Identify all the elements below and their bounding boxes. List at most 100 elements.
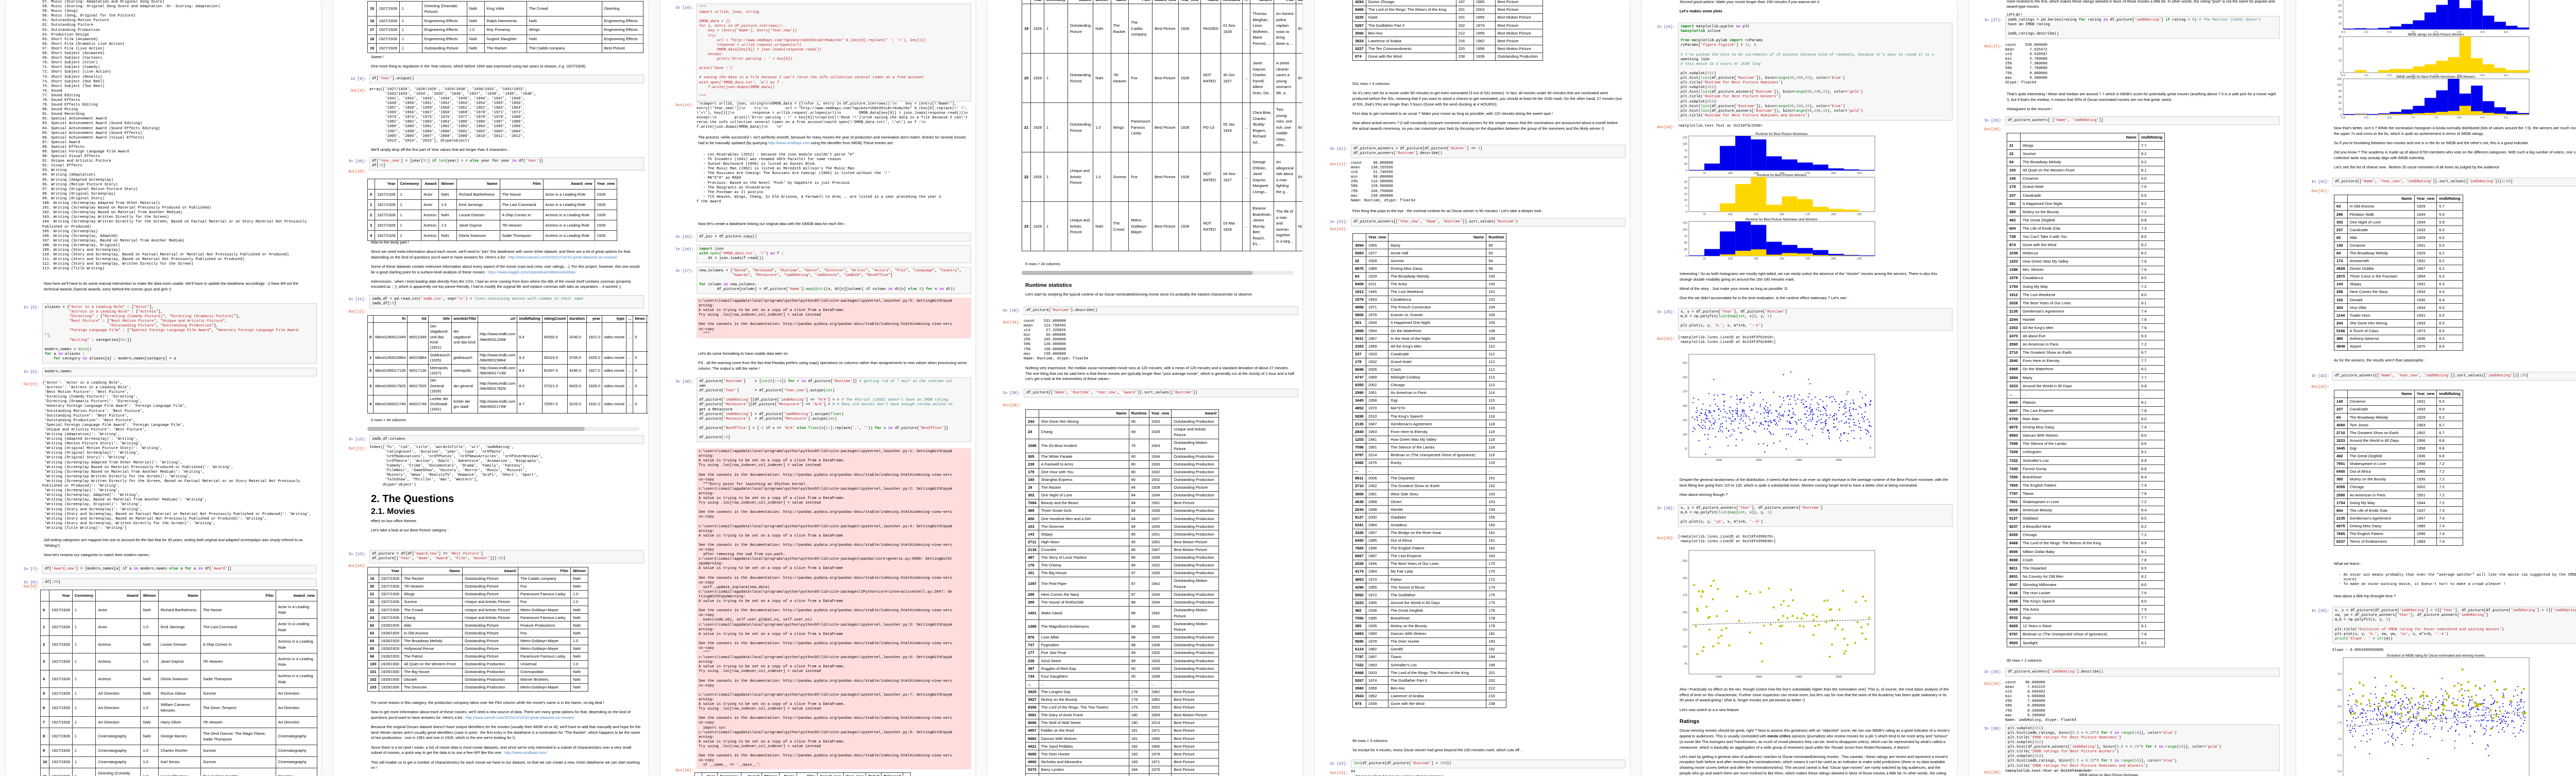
- svg-text:20: 20: [2338, 47, 2342, 50]
- svg-text:8.5: 8.5: [2481, 31, 2485, 34]
- svg-text:7.0: 7.0: [2337, 738, 2342, 741]
- svg-text:60: 60: [2338, 10, 2342, 13]
- svg-text:25: 25: [1684, 248, 1687, 251]
- svg-text:150: 150: [1780, 257, 1784, 261]
- svg-text:150: 150: [1683, 405, 1687, 408]
- svg-text:9.0: 9.0: [2504, 74, 2508, 77]
- svg-text:175: 175: [1683, 390, 1687, 393]
- svg-text:9.0: 9.0: [2337, 672, 2342, 676]
- svg-text:0: 0: [2340, 114, 2342, 117]
- svg-text:175: 175: [1683, 594, 1687, 597]
- svg-text:6.0: 6.0: [2337, 770, 2342, 773]
- svg-text:200: 200: [1831, 213, 1836, 216]
- svg-text:75: 75: [1703, 257, 1706, 261]
- svg-text:8.5: 8.5: [2481, 116, 2485, 119]
- svg-text:75: 75: [1703, 213, 1706, 216]
- svg-text:225: 225: [1683, 362, 1687, 365]
- svg-text:6.0: 6.0: [2364, 74, 2368, 77]
- svg-text:7.5: 7.5: [2434, 74, 2438, 77]
- svg-text:6.0: 6.0: [2364, 31, 2368, 34]
- svg-text:20: 20: [1684, 187, 1687, 190]
- svg-text:75: 75: [1703, 172, 1706, 175]
- svg-text:7.0: 7.0: [2411, 116, 2415, 119]
- svg-text:15: 15: [1684, 193, 1687, 196]
- svg-text:6.0: 6.0: [2364, 116, 2368, 119]
- svg-text:1960: 1960: [1756, 459, 1762, 462]
- svg-text:1960: 1960: [1756, 676, 1762, 679]
- svg-text:40: 40: [2338, 102, 2342, 105]
- svg-text:125: 125: [1754, 172, 1758, 175]
- svg-text:125: 125: [1754, 257, 1758, 261]
- svg-text:225: 225: [1857, 172, 1861, 175]
- svg-text:30: 30: [2338, 36, 2342, 39]
- svg-text:Evolution of IMDB rating for O: Evolution of IMDB rating for Oscar-nomin…: [2387, 654, 2485, 658]
- svg-text:100: 100: [1728, 213, 1733, 216]
- svg-text:6.5: 6.5: [2387, 31, 2392, 34]
- svg-text:7.0: 7.0: [2411, 31, 2415, 34]
- svg-text:6.5: 6.5: [2387, 116, 2392, 119]
- svg-text:175: 175: [1805, 172, 1810, 175]
- svg-text:1980: 1980: [1795, 676, 1802, 679]
- svg-text:60: 60: [2338, 96, 2342, 99]
- svg-text:5: 5: [1686, 204, 1687, 208]
- svg-text:150: 150: [1683, 611, 1687, 614]
- svg-text:IMDB ratings for Best Picture: IMDB ratings for Best Picture Winners: [2408, 33, 2464, 37]
- svg-text:IMDB ratings for Best Picture: IMDB ratings for Best Picture Nominees a…: [2396, 75, 2476, 79]
- svg-text:125: 125: [1683, 136, 1687, 140]
- svg-text:100: 100: [2337, 84, 2342, 87]
- svg-text:100: 100: [1683, 143, 1687, 146]
- svg-text:2000: 2000: [1836, 676, 1842, 679]
- svg-text:IMDB ratings for Best Picture: IMDB ratings for Best Picture Nominees: [2079, 773, 2139, 776]
- svg-text:175: 175: [1805, 213, 1810, 216]
- svg-text:Runtime for Best Picture Nomin: Runtime for Best Picture Nominees and Wi…: [1745, 218, 1818, 221]
- svg-text:7.5: 7.5: [2337, 721, 2342, 725]
- svg-text:20: 20: [2338, 22, 2342, 25]
- svg-text:225: 225: [1683, 560, 1687, 563]
- svg-text:75: 75: [1684, 663, 1687, 666]
- svg-text:8.5: 8.5: [2481, 74, 2485, 77]
- svg-text:100: 100: [2337, 0, 2342, 2]
- svg-text:50: 50: [1684, 156, 1687, 159]
- svg-text:0: 0: [2340, 72, 2342, 75]
- svg-text:125: 125: [1683, 222, 1687, 225]
- svg-text:0: 0: [1686, 211, 1687, 214]
- svg-text:7.0: 7.0: [2411, 74, 2415, 77]
- svg-text:8.0: 8.0: [2337, 705, 2342, 709]
- svg-text:225: 225: [1857, 257, 1861, 261]
- svg-text:125: 125: [1683, 628, 1687, 631]
- svg-text:1940: 1940: [1716, 459, 1722, 462]
- svg-text:80: 80: [2338, 4, 2342, 7]
- svg-text:100: 100: [1728, 257, 1733, 261]
- svg-text:225: 225: [1857, 213, 1861, 216]
- svg-text:8.0: 8.0: [2458, 31, 2462, 34]
- svg-text:200: 200: [1831, 257, 1836, 261]
- svg-text:25: 25: [1684, 163, 1687, 166]
- svg-text:9.0: 9.0: [2504, 31, 2508, 34]
- svg-text:0: 0: [1686, 169, 1687, 173]
- svg-text:200: 200: [1683, 376, 1687, 379]
- svg-text:5.5: 5.5: [2341, 31, 2345, 34]
- svg-text:175: 175: [1805, 257, 1810, 261]
- svg-text:Runtime for Best Picture Winne: Runtime for Best Picture Winners: [1757, 174, 1807, 177]
- svg-text:10: 10: [1684, 199, 1687, 202]
- svg-text:7.5: 7.5: [2434, 31, 2438, 34]
- svg-text:5.5: 5.5: [2341, 74, 2345, 77]
- svg-text:40: 40: [2338, 16, 2342, 20]
- svg-text:6.5: 6.5: [2387, 74, 2392, 77]
- svg-text:125: 125: [1683, 419, 1687, 422]
- svg-text:1980: 1980: [1795, 459, 1802, 462]
- svg-text:200: 200: [1831, 172, 1836, 175]
- svg-text:50: 50: [1684, 242, 1687, 245]
- svg-text:125: 125: [1754, 213, 1758, 216]
- svg-text:75: 75: [1684, 235, 1687, 238]
- svg-text:150: 150: [1780, 213, 1784, 216]
- svg-text:100: 100: [1683, 646, 1687, 649]
- svg-text:8.5: 8.5: [2337, 689, 2342, 692]
- svg-text:100: 100: [1683, 434, 1687, 437]
- svg-text:75: 75: [1684, 149, 1687, 152]
- svg-text:10: 10: [2338, 60, 2342, 63]
- svg-text:8.0: 8.0: [2458, 74, 2462, 77]
- svg-text:7.5: 7.5: [2434, 116, 2438, 119]
- svg-text:200: 200: [1683, 577, 1687, 580]
- svg-text:9.0: 9.0: [2504, 116, 2508, 119]
